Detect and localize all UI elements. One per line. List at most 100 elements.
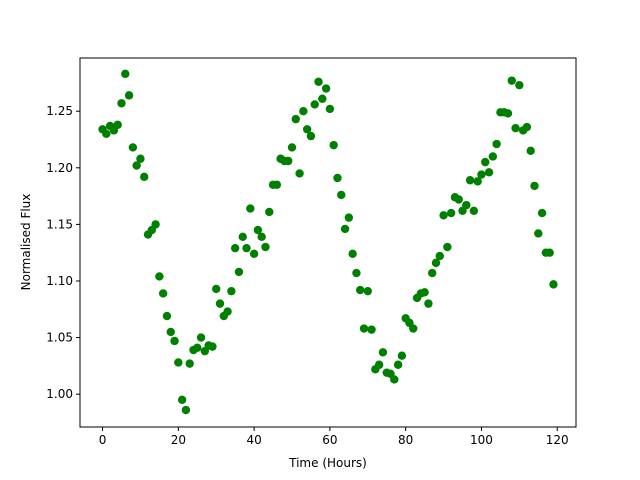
point [481, 157, 490, 167]
point [314, 77, 323, 86]
x-tick-label: 100 [470, 433, 493, 447]
point [397, 351, 407, 360]
point [549, 280, 558, 289]
y-tick-label: 1.15 [46, 217, 73, 231]
point [234, 267, 244, 277]
point [488, 152, 498, 161]
plot-frame [79, 57, 577, 428]
y-tick-label: 1.10 [46, 274, 73, 288]
x-tick-label: 20 [171, 433, 186, 447]
point [340, 224, 350, 234]
y-tick-label: 1.20 [46, 161, 73, 175]
point [265, 207, 274, 217]
point [473, 177, 482, 186]
point [356, 285, 365, 295]
point [390, 375, 399, 384]
point [102, 129, 111, 139]
point [185, 359, 194, 368]
point [113, 120, 122, 129]
point [230, 243, 240, 253]
point [196, 333, 206, 342]
point [291, 114, 300, 124]
point [348, 249, 357, 259]
point [424, 299, 433, 308]
point [545, 248, 554, 257]
point [318, 94, 327, 103]
point [374, 360, 384, 369]
point [242, 243, 251, 253]
point [352, 268, 361, 278]
x-axis-label: Time (Hours) [288, 456, 367, 470]
point [151, 220, 160, 229]
point [253, 225, 263, 235]
point [503, 109, 513, 118]
point [454, 195, 463, 204]
point [511, 123, 520, 133]
point [117, 99, 126, 108]
point [443, 242, 452, 252]
point [136, 154, 145, 163]
point [177, 395, 187, 405]
point [128, 143, 138, 152]
point [537, 208, 547, 218]
point [155, 272, 164, 281]
point [261, 242, 270, 252]
point [306, 131, 316, 141]
point [329, 140, 338, 150]
point [132, 161, 141, 170]
x-tick-label: 0 [99, 433, 107, 447]
point [325, 104, 335, 114]
point [174, 358, 183, 367]
point [492, 139, 501, 149]
point [238, 232, 247, 242]
point [337, 190, 346, 200]
point [378, 348, 388, 357]
point [435, 251, 444, 261]
point [465, 176, 475, 185]
point [469, 206, 479, 216]
point [431, 258, 441, 268]
point [310, 100, 319, 109]
x-tick-label: 40 [246, 433, 261, 447]
point [158, 289, 168, 298]
point [344, 213, 354, 222]
x-tick-label: 80 [398, 433, 413, 447]
point [208, 342, 217, 351]
point [409, 324, 418, 333]
point [321, 84, 331, 93]
y-tick-label: 1.25 [46, 104, 73, 118]
point [534, 229, 543, 238]
point [246, 204, 255, 213]
point [140, 172, 149, 182]
point [249, 249, 259, 259]
point [526, 146, 535, 156]
x-tick-label: 120 [546, 433, 569, 447]
point [530, 181, 539, 191]
point [162, 311, 172, 321]
point [462, 200, 471, 210]
point [295, 169, 304, 178]
point [121, 69, 130, 79]
point [522, 122, 532, 132]
point [193, 343, 202, 352]
point [439, 211, 448, 220]
point [359, 324, 369, 333]
point [363, 286, 372, 296]
point [393, 360, 403, 369]
y-tick-label: 1.05 [46, 331, 73, 345]
point [484, 168, 494, 177]
point [124, 91, 134, 100]
x-tick-label: 60 [322, 433, 337, 447]
point [302, 125, 312, 134]
point [215, 299, 225, 308]
point [272, 180, 282, 189]
point [367, 325, 376, 334]
point [170, 336, 179, 346]
point [428, 268, 437, 278]
point [166, 327, 175, 337]
y-axis-label: Normalised Flux [19, 194, 33, 291]
point [227, 286, 236, 296]
point [287, 143, 297, 152]
